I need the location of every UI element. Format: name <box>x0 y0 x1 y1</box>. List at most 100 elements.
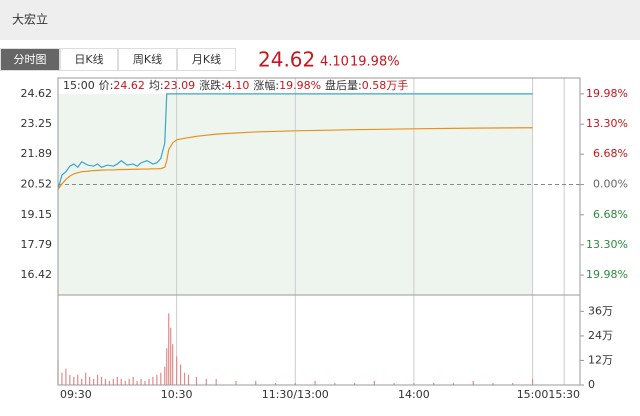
volume-bar <box>112 378 114 385</box>
info-value: 19.98% <box>279 79 321 92</box>
volume-bar <box>96 374 99 385</box>
volume-bar <box>433 382 435 385</box>
volume-bar <box>65 368 67 385</box>
volume-bar <box>215 378 217 385</box>
tab[interactable] <box>0 48 60 71</box>
tabs: 分时图 日K线 周K线 月K线 <box>0 48 236 71</box>
info-label: 均: <box>149 79 164 92</box>
y-tick-label: 21.89 <box>21 147 53 160</box>
volume-bar <box>179 364 182 385</box>
tab[interactable] <box>60 48 118 71</box>
x-tick-label: 15:00 <box>517 388 549 401</box>
volume-bar <box>73 376 75 385</box>
volume-bar <box>235 380 237 385</box>
volume-bar <box>314 380 316 385</box>
x-tick-label: 15:30 <box>548 388 580 401</box>
volume-bar <box>255 380 257 385</box>
volume-bar <box>170 327 172 385</box>
plot: 09:30 10:30 11:30/13:00 14:00 15:00 15:3024.6… <box>21 78 628 401</box>
y2-tick-label: 13.30% <box>586 238 628 251</box>
volume-bar <box>152 376 154 385</box>
volume-bar <box>104 378 107 385</box>
volume-bar <box>128 378 130 385</box>
y2-tick-label: 19.98% <box>586 87 628 100</box>
frame <box>57 77 581 386</box>
volume-bar <box>116 376 118 385</box>
volume-bar <box>144 380 146 385</box>
y-tick-label: 24.62 <box>21 87 53 100</box>
info-label: 盘后量: <box>325 78 362 92</box>
volume-bar <box>294 382 296 385</box>
x-tick-label: 09:30 <box>60 388 92 401</box>
volume-bar <box>452 382 455 385</box>
volume-bar <box>89 376 91 385</box>
tab[interactable] <box>118 48 177 71</box>
volume-tick-label: 36万 <box>588 304 613 317</box>
tab[interactable] <box>177 48 236 71</box>
volume-bar <box>393 382 395 385</box>
volume-bar <box>108 380 111 385</box>
volume-tick-label: 0 <box>588 378 595 391</box>
volume-bar <box>512 382 514 385</box>
y2-tick-label: 6.68% <box>593 147 628 160</box>
info-value: 23.09 <box>164 79 196 92</box>
volume-bar <box>492 382 494 385</box>
header-bar <box>0 0 640 40</box>
volume-bar <box>132 376 134 385</box>
volume-bar <box>140 378 142 385</box>
info-label: 价: <box>99 79 114 92</box>
volume-tick-label: 24万 <box>588 329 613 342</box>
price-line <box>57 127 533 190</box>
y-tick-label: 20.52 <box>21 178 53 191</box>
volume-bar <box>160 372 162 385</box>
y-tick-label: 17.79 <box>21 238 53 251</box>
info-label: 15:00 <box>63 79 95 92</box>
quote-change: 4.10 <box>320 55 349 70</box>
info-value: 0.58万手 <box>362 78 409 92</box>
tab-label[interactable]: 周K线 <box>133 52 162 66</box>
volume-bar <box>156 374 158 385</box>
y2-tick-label: 0.00% <box>593 178 628 191</box>
volume-bar <box>136 380 138 385</box>
info-value: 4.10 <box>225 79 250 92</box>
volume-bar <box>183 372 186 385</box>
volume-bar <box>69 374 71 385</box>
volume-bar <box>81 378 83 385</box>
y2-tick-label: 13.30% <box>586 117 628 130</box>
tab-label[interactable]: 日K线 <box>74 52 103 66</box>
volume-bar <box>61 372 63 385</box>
volume-bar <box>172 344 174 385</box>
x-tick-label: 11:30/13:00 <box>262 388 329 401</box>
tab-label[interactable]: 分时图 <box>14 53 47 66</box>
volume-bar <box>187 374 190 385</box>
x-tick-label: 14:00 <box>398 388 430 401</box>
y-tick-label: 16.42 <box>21 268 53 281</box>
volume-bar <box>205 378 207 385</box>
volume-bar <box>334 382 336 385</box>
volume-bar <box>353 382 356 385</box>
volume-bar <box>92 378 95 385</box>
volume-bar <box>168 313 170 385</box>
tab-label[interactable]: 月K线 <box>192 52 221 66</box>
volume-bar <box>148 378 150 385</box>
info-label: 涨幅: <box>253 79 279 92</box>
y-tick-label: 23.25 <box>21 117 53 130</box>
volume-bar <box>176 356 178 385</box>
volume-bar <box>166 348 168 385</box>
price-line <box>57 93 533 190</box>
volume-bar <box>531 378 534 385</box>
volume-bar <box>274 382 277 385</box>
volume-bar <box>85 372 87 385</box>
y-tick-label: 19.15 <box>21 208 53 221</box>
volume-bar <box>373 380 375 385</box>
stock-name: 大宏立 <box>12 12 48 27</box>
quote-price: 24.62 <box>258 48 315 72</box>
y2-tick-label: 19.98% <box>586 268 628 281</box>
volume-bar <box>413 382 415 385</box>
volume-bar <box>100 376 103 385</box>
info-line: 15:00 价:24.62 均:23.09 涨跌:4.10 涨幅:19.98% 盘后量:0… <box>63 78 408 92</box>
volume-bar <box>120 378 122 385</box>
quote-percent: 19.98% <box>350 55 400 70</box>
